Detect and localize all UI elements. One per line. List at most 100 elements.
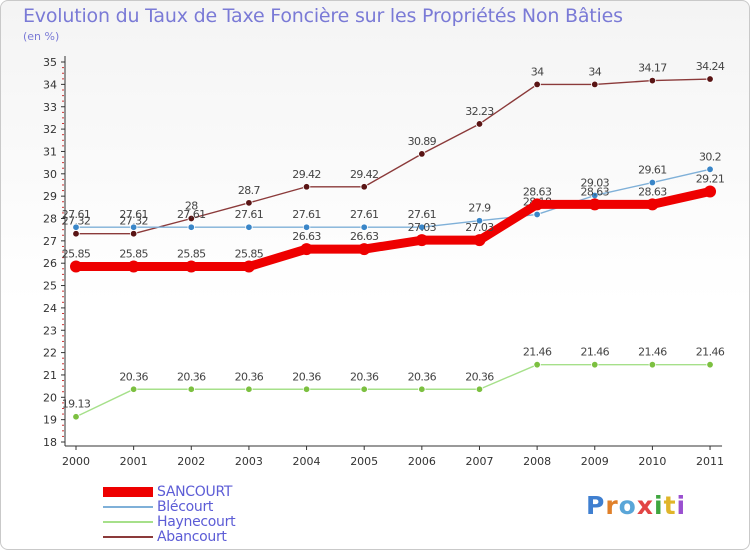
data-point-sancourt xyxy=(588,198,601,211)
data-point-blecourt xyxy=(533,210,541,219)
data-point-haynecourt xyxy=(475,385,484,393)
data-label-sancourt: 26.63 xyxy=(292,230,321,243)
x-tick-label: 2009 xyxy=(581,455,609,468)
axes: 18 19 20 21 22 23 24 25 26 27 28 29 30 31 32 33 34 35 2000… xyxy=(43,56,724,468)
data-point-sancourt xyxy=(358,243,371,256)
data-point-abancourt xyxy=(129,229,138,238)
data-label-abancourt: 29.42 xyxy=(292,168,321,181)
legend-swatch-blecourt xyxy=(103,506,153,508)
y-tick-label: 29 xyxy=(43,190,57,203)
data-label-haynecourt: 20.36 xyxy=(292,370,321,383)
data-label-blecourt: 27.61 xyxy=(177,208,206,221)
y-tick-label: 18 xyxy=(43,436,57,449)
data-label-sancourt: 27.03 xyxy=(408,221,437,234)
logo-letter: P xyxy=(586,491,606,520)
data-label-sancourt: 25.85 xyxy=(235,248,264,261)
data-label-sancourt: 25.85 xyxy=(62,248,91,261)
data-label-abancourt: 28.7 xyxy=(238,184,261,197)
data-label-sancourt: 25.85 xyxy=(177,248,206,261)
logo-letter: o xyxy=(618,491,637,520)
legend-label: Abancourt xyxy=(157,529,227,545)
data-label-blecourt: 29.03 xyxy=(581,176,610,189)
y-tick-label: 31 xyxy=(43,145,57,158)
y-tick-label: 28 xyxy=(43,213,57,226)
x-tick-label: 2006 xyxy=(408,455,436,468)
y-tick-label: 25 xyxy=(43,280,57,293)
data-point-sancourt xyxy=(185,260,198,273)
data-label-blecourt: 27.61 xyxy=(350,208,379,221)
y-tick-label: 22 xyxy=(43,347,57,360)
data-point-abancourt xyxy=(648,76,657,85)
data-label-haynecourt: 19.13 xyxy=(62,398,91,411)
data-label-abancourt: 34 xyxy=(588,65,601,78)
proxiti-logo: Proxiti xyxy=(586,491,686,520)
data-point-blecourt xyxy=(360,223,368,231)
data-point-blecourt xyxy=(129,223,138,231)
y-tick-label: 20 xyxy=(43,391,57,404)
legend-swatch-haynecourt xyxy=(103,521,153,523)
data-point-abancourt xyxy=(302,183,311,191)
legend-swatch-abancourt xyxy=(103,536,153,538)
series-layer: 27.32 27.32 28 28.7 29.42 29.42 30.89 32.23 34 34… xyxy=(62,60,725,421)
logo-letter: i xyxy=(676,491,687,520)
data-label-abancourt: 29.42 xyxy=(350,168,379,181)
chart-title: Evolution du Taux de Taxe Foncière sur l… xyxy=(23,5,623,27)
data-label-haynecourt: 21.46 xyxy=(696,346,725,359)
series-line-abancourt xyxy=(75,78,711,235)
data-point-sancourt xyxy=(531,198,544,211)
data-point-blecourt xyxy=(475,217,484,225)
data-label-haynecourt: 20.36 xyxy=(119,370,148,383)
data-label-abancourt: 34 xyxy=(531,65,544,78)
data-point-sancourt xyxy=(127,260,140,273)
data-point-blecourt xyxy=(245,223,253,231)
data-label-haynecourt: 20.36 xyxy=(235,370,264,383)
y-tick-label: 21 xyxy=(43,369,57,382)
logo-letter: r xyxy=(605,491,619,520)
data-point-haynecourt xyxy=(187,385,195,393)
y-tick-label: 27 xyxy=(43,235,57,248)
logo-letter: i xyxy=(654,491,664,520)
data-point-haynecourt xyxy=(72,413,80,421)
y-tick-label: 30 xyxy=(43,168,57,181)
data-point-abancourt xyxy=(706,75,714,83)
data-point-abancourt xyxy=(533,80,541,89)
y-tick-label: 24 xyxy=(43,302,57,315)
data-point-abancourt xyxy=(245,199,253,207)
y-tick-label: 33 xyxy=(43,101,57,114)
data-label-haynecourt: 20.36 xyxy=(465,370,494,383)
data-point-sancourt xyxy=(242,260,255,273)
x-tick-label: 2000 xyxy=(62,455,90,468)
data-label-abancourt: 27.32 xyxy=(119,215,148,228)
data-point-abancourt xyxy=(418,150,426,158)
data-label-haynecourt: 20.36 xyxy=(177,370,206,383)
logo-letter: x xyxy=(636,491,654,520)
y-axis-unit: (en %) xyxy=(23,30,60,43)
x-tick-label: 2003 xyxy=(235,455,263,468)
legend-label: Blécourt xyxy=(157,499,214,515)
legend-label: SANCOURT xyxy=(157,484,233,500)
data-label-sancourt: 27.03 xyxy=(465,221,494,234)
data-label-sancourt: 28.63 xyxy=(638,185,667,198)
data-label-haynecourt: 20.36 xyxy=(350,370,379,383)
data-point-haynecourt xyxy=(648,360,657,369)
y-tick-label: 19 xyxy=(43,414,57,427)
x-tick-label: 2005 xyxy=(350,455,378,468)
data-label-blecourt: 27.9 xyxy=(468,202,491,215)
data-label-blecourt: 27.61 xyxy=(408,208,437,221)
y-tick-label: 32 xyxy=(43,123,57,136)
y-tick-label: 34 xyxy=(43,78,57,91)
series-line-haynecourt xyxy=(75,363,711,418)
data-label-abancourt: 34.17 xyxy=(638,62,667,75)
x-tick-label: 2002 xyxy=(177,455,205,468)
data-label-blecourt: 29.61 xyxy=(638,164,667,177)
data-point-sancourt xyxy=(473,234,486,247)
data-label-sancourt: 26.63 xyxy=(350,230,379,243)
data-label-sancourt: 25.85 xyxy=(119,248,148,261)
data-point-sancourt xyxy=(646,198,659,211)
data-point-blecourt xyxy=(418,223,426,231)
data-label-blecourt: 27.61 xyxy=(119,208,148,221)
data-point-haynecourt xyxy=(129,385,138,393)
data-point-haynecourt xyxy=(360,385,368,393)
